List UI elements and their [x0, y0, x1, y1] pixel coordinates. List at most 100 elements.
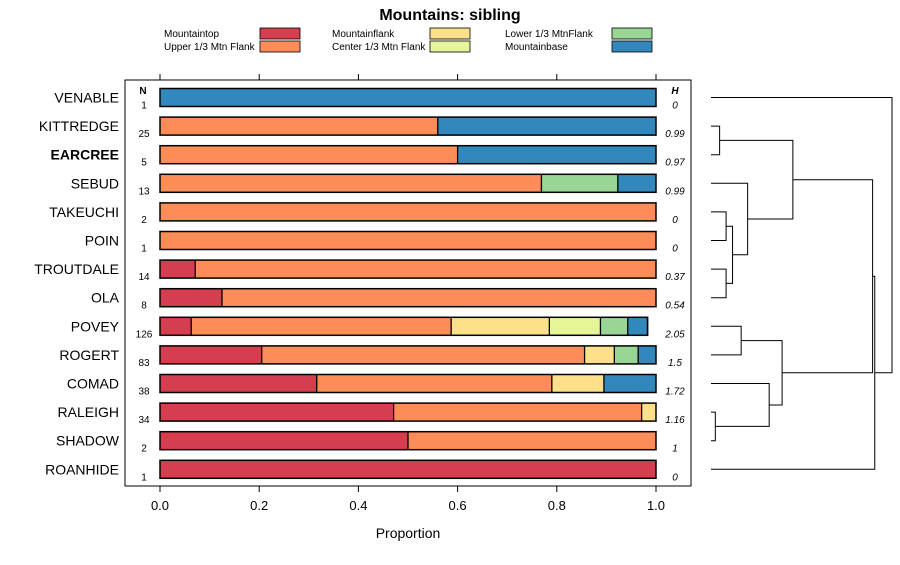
- h-value-roanhide: 0: [672, 472, 678, 483]
- bar-segment-povey-mountaintop: [160, 317, 192, 336]
- n-value-shadow: 2: [141, 444, 147, 455]
- legend-label-mountaintop: Mountaintop: [164, 29, 219, 40]
- n-value-takeuchi: 2: [141, 215, 147, 226]
- n-column-header: N: [139, 86, 146, 97]
- legend: Mountaintop Upper 1/3 Mtn Flank Mountainfl…: [164, 27, 653, 53]
- bar-segment-earcree-mountainbase: [457, 145, 656, 164]
- bar-outline-povey: [159, 316, 649, 337]
- x-tick-label-4: 0.8: [548, 498, 566, 513]
- n-value-comad: 38: [138, 387, 150, 398]
- row-label-kittredge: KITTREDGE: [39, 118, 119, 134]
- dendrogram-link-m8-m9: [741, 340, 783, 406]
- rows: VENABLE 1 0 KITTREDGE 25 0.99 EARCREE 5 0.97 SEBU…: [34, 90, 685, 484]
- h-value-povey: 2.05: [664, 329, 685, 340]
- row-label-earcree: EARCREE: [51, 147, 119, 163]
- row-label-povey: POVEY: [71, 318, 120, 334]
- bar-outline-sebud: [159, 173, 657, 194]
- bar-segment-povey-upper-1-3-mtn-flank: [191, 317, 452, 336]
- bar-outline-ola: [159, 287, 657, 308]
- bar-segment-povey-center-1-3-mtn-flank: [549, 317, 601, 336]
- legend-label-mountainbase: Mountainbase: [505, 42, 568, 53]
- dendrogram-link-povey-rogert: [711, 325, 742, 356]
- h-value-ola: 0.54: [665, 301, 685, 312]
- h-value-raleigh: 1.16: [665, 415, 685, 426]
- h-value-troutdale: 0.37: [665, 272, 685, 283]
- x-tick-label-1: 0.2: [250, 498, 268, 513]
- n-value-ola: 8: [141, 301, 147, 312]
- x-tick-label-0: 0.0: [151, 498, 169, 513]
- bars: [159, 87, 657, 480]
- dendrogram: [711, 97, 893, 470]
- x-tick-label-3: 0.6: [449, 498, 467, 513]
- bar-segment-shadow-mountaintop: [160, 431, 408, 450]
- row-label-comad: COMAD: [67, 376, 119, 392]
- bar-outline-earcree: [159, 144, 657, 165]
- bar-segment-ola-upper-1-3-mtn-flank: [222, 288, 656, 307]
- bar-segment-rogert-mountaintop: [160, 345, 262, 364]
- n-value-sebud: 13: [138, 186, 150, 197]
- legend-swatch-mountaintop: [259, 27, 301, 40]
- bar-outline-poin: [159, 230, 657, 251]
- bar-segment-rogert-mountainflank: [584, 345, 615, 364]
- bar-outline-kittredge: [159, 116, 657, 136]
- legend-label-mountainflank: Mountainflank: [332, 29, 395, 40]
- bar-segment-comad-mountainflank: [551, 374, 604, 393]
- dendrogram-link-m2-m3: [726, 225, 734, 284]
- bar-segment-povey-lower-1-3-mtnflank: [600, 317, 628, 336]
- bar-segment-roanhide-mountaintop: [160, 460, 656, 479]
- h-value-comad: 1.72: [665, 387, 685, 398]
- n-value-kittredge: 25: [138, 129, 150, 140]
- row-label-poin: POIN: [85, 233, 119, 249]
- bar-segment-sebud-upper-1-3-mtn-flank: [160, 174, 542, 193]
- bar-segment-rogert-mountainbase: [638, 345, 656, 364]
- plot-frame: [124, 79, 692, 487]
- row-label-venable: VENABLE: [54, 90, 119, 106]
- bar-segment-comad-upper-1-3-mtn-flank: [316, 374, 552, 393]
- legend-label-upper-1-3-mtn-flank: Upper 1/3 Mtn Flank: [164, 42, 256, 53]
- bar-outline-troutdale: [159, 259, 657, 279]
- bar-outline-rogert: [159, 345, 657, 365]
- dendrogram-link-venable-m12: [711, 97, 893, 374]
- bar-segment-shadow-upper-1-3-mtn-flank: [408, 431, 656, 450]
- bar-segment-troutdale-upper-1-3-mtn-flank: [195, 260, 656, 279]
- h-value-rogert: 1.5: [668, 358, 682, 369]
- x-axis-label: Proportion: [376, 525, 441, 541]
- bar-segment-raleigh-upper-1-3-mtn-flank: [393, 403, 642, 422]
- bar-segment-sebud-lower-1-3-mtnflank: [541, 174, 618, 193]
- bar-segment-raleigh-mountaintop: [160, 403, 394, 422]
- legend-label-lower-1-3-mtnflank: Lower 1/3 MtnFlank: [505, 29, 594, 40]
- legend-swatch-lower-1-3-mtnflank: [611, 27, 653, 40]
- bar-segment-rogert-lower-1-3-mtnflank: [614, 345, 639, 364]
- h-value-earcree: 0.97: [665, 158, 685, 169]
- bar-outline-comad: [159, 373, 657, 394]
- bar-segment-venable-mountainbase: [160, 88, 656, 107]
- row-label-troutdale: TROUTDALE: [34, 261, 119, 277]
- dendrogram-link-kittredge-earcree: [711, 125, 721, 156]
- n-value-poin: 1: [141, 244, 147, 255]
- row-label-ola: OLA: [91, 290, 120, 306]
- bar-outline-roanhide: [159, 459, 657, 480]
- n-value-povey: 126: [136, 329, 153, 340]
- dendrogram-link-troutdale-ola: [711, 268, 727, 299]
- n-value-venable: 1: [141, 101, 147, 112]
- dendrogram-link-sebud-m4: [711, 182, 749, 256]
- dendrogram-link-raleigh-shadow: [711, 411, 716, 442]
- row-label-sebud: SEBUD: [71, 175, 119, 191]
- bar-outline-raleigh: [159, 402, 657, 422]
- bar-segment-povey-mountainbase: [627, 317, 648, 336]
- row-label-takeuchi: TAKEUCHI: [49, 204, 119, 220]
- legend-swatch-mountainbase: [611, 40, 653, 53]
- bar-segment-poin-upper-1-3-mtn-flank: [160, 231, 656, 250]
- bar-outline-takeuchi: [159, 202, 657, 222]
- dendrogram-link-m1-m5: [719, 139, 794, 220]
- bar-segment-sebud-mountainbase: [617, 174, 656, 193]
- x-tick-label-5: 1.0: [647, 498, 665, 513]
- legend-swatch-upper-1-3-mtn-flank: [259, 40, 301, 53]
- n-value-troutdale: 14: [138, 272, 150, 283]
- dendrogram-link-comad-m7: [711, 383, 770, 427]
- x-tick-label-2: 0.4: [349, 498, 367, 513]
- h-value-poin: 0: [672, 244, 678, 255]
- bar-segment-comad-mountaintop: [160, 374, 317, 393]
- h-value-shadow: 1: [672, 444, 678, 455]
